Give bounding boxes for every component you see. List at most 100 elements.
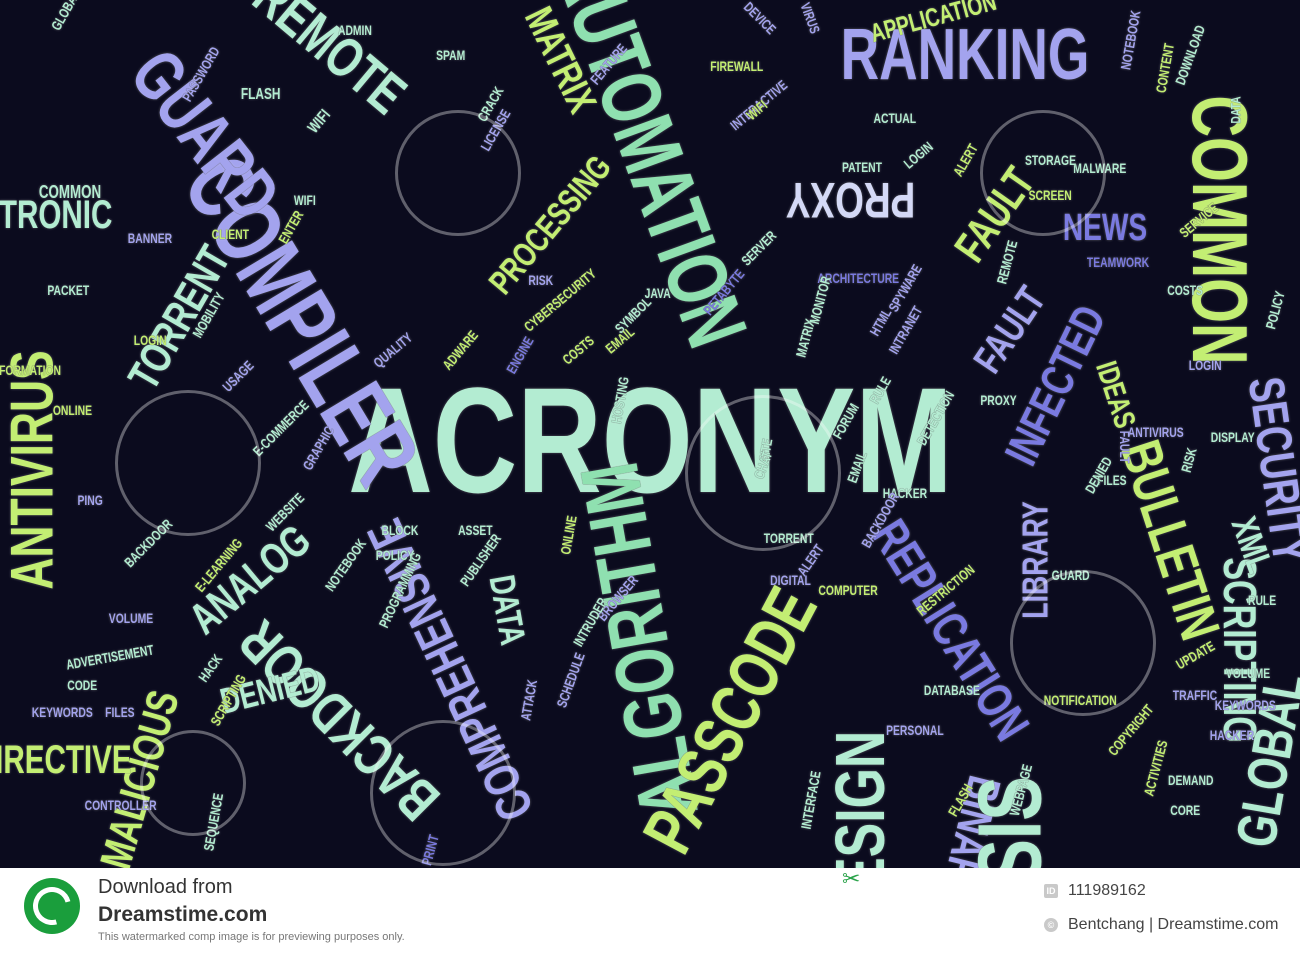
- watermark-ring: [370, 720, 516, 866]
- cloud-word: RANKING: [840, 15, 1090, 95]
- cloud-word: DEMAND: [1167, 772, 1213, 788]
- cloud-word: CONTENT: [1152, 41, 1178, 95]
- cloud-word: HTML: [865, 305, 895, 339]
- scissors-icon: ✂: [842, 866, 861, 891]
- cloud-word: PERSONAL: [886, 722, 944, 738]
- cloud-word: BANNER: [127, 230, 173, 246]
- cloud-word: CODE: [67, 677, 98, 693]
- cloud-word: ONLINE: [52, 402, 92, 418]
- cloud-word: POLICY: [375, 547, 415, 563]
- cloud-word: ADMIN: [337, 22, 372, 38]
- id-badge-icon: ID: [1044, 884, 1058, 898]
- cloud-word: FAULT: [1117, 430, 1134, 464]
- cloud-word: PROXY: [979, 392, 1017, 408]
- cloud-word: FLASH: [240, 86, 280, 103]
- cloud-word: DOWNLOAD: [1171, 23, 1209, 87]
- watermark-ring: [685, 395, 841, 551]
- cloud-word: MONITOR: [805, 274, 834, 326]
- cloud-word: COMPUTER: [818, 582, 878, 598]
- cloud-word: DISPLAY: [1210, 429, 1255, 445]
- cloud-word: SERVER: [737, 227, 779, 269]
- image-id: 111989162: [1068, 882, 1146, 899]
- cloud-word: WIFI: [304, 106, 335, 137]
- cloud-word: ASSET: [457, 522, 493, 538]
- cloud-word: FIREWALL: [710, 58, 764, 74]
- cloud-word: VIRUS: [796, 0, 823, 36]
- cloud-word: BLOCK: [381, 522, 419, 538]
- cloud-word: REMOTE: [241, 0, 419, 126]
- cloud-word: RISK: [527, 272, 553, 288]
- cloud-word: TORRENT: [119, 237, 240, 398]
- watermark-ring: [115, 390, 261, 536]
- cloud-word: LOGIN: [900, 138, 936, 172]
- cloud-word: DATA: [481, 571, 534, 648]
- cloud-word: HACKER: [1209, 727, 1255, 743]
- cloud-word: ANTIVIRUS: [1127, 424, 1184, 440]
- cloud-word: DATABASE: [923, 682, 980, 698]
- cloud-word: SPAM: [435, 47, 465, 63]
- cloud-word: DIRECTIVE: [0, 738, 132, 782]
- cloud-word: SCHEDULE: [552, 650, 588, 710]
- cloud-word: RISK: [1177, 445, 1200, 475]
- cloud-word: INFORMATION: [0, 362, 62, 378]
- cloud-word: ALERT: [949, 141, 981, 179]
- cloud-word: CONTROLLER: [84, 797, 157, 813]
- cloud-word: KEYWORDS: [1214, 697, 1276, 713]
- cloud-word: TRAFFIC: [1172, 687, 1218, 703]
- cloud-word: INTERFACE: [797, 769, 824, 831]
- watermark-ring: [980, 110, 1106, 236]
- cloud-word: PATENT: [842, 159, 882, 175]
- cloud-word: CORE: [1170, 802, 1201, 818]
- image-credit: Bentchang | Dreamstime.com: [1068, 916, 1279, 933]
- watermark-ring: [1010, 570, 1156, 716]
- cloud-word: RULE: [1247, 592, 1277, 608]
- cloud-word: TRONIC: [0, 193, 112, 237]
- cloud-word: ARCHITECTURE: [817, 270, 900, 286]
- cloud-word: NOTEBOOK: [1116, 9, 1144, 71]
- cloud-word: COMMON: [38, 182, 102, 202]
- footer-download-label: Download from: [98, 876, 233, 898]
- cloud-word: HACK: [195, 651, 226, 685]
- watermark-ring: [140, 730, 246, 836]
- cloud-word: FILES: [1097, 472, 1127, 488]
- watermark-footer: [0, 868, 1300, 957]
- cloud-word: IDEAS: [1089, 357, 1142, 433]
- cloud-word: NOTEBOOK: [321, 535, 369, 595]
- cloud-word: VOLUME: [1225, 665, 1271, 681]
- cloud-word: DATA: [1226, 96, 1243, 124]
- cloud-word: COSTS: [1167, 282, 1203, 298]
- cloud-word: ANTIVIRUS: [0, 350, 66, 590]
- cloud-word: LOGIN: [133, 332, 167, 348]
- cloud-word: ATTACK: [516, 678, 540, 722]
- cloud-word: VOLUME: [108, 610, 154, 626]
- cloud-word: GLOBAL: [47, 0, 83, 33]
- cloud-word: LOGIN: [1188, 357, 1222, 373]
- cloud-word: PROXY: [785, 172, 915, 228]
- cloud-word: CLIENT: [211, 226, 249, 242]
- cloud-word: EMAIL: [602, 323, 638, 357]
- cloud-word: COPYRIGHT: [1104, 701, 1157, 759]
- cloud-word: DESIGN: [821, 730, 900, 868]
- footer-brand[interactable]: Dreamstime.com: [98, 903, 268, 926]
- cloud-word: DIGITAL: [769, 572, 811, 588]
- cloud-word: USAGE: [219, 357, 257, 395]
- cloud-word: ADVERTISEMENT: [64, 641, 155, 673]
- copyright-icon: ©: [1044, 918, 1058, 932]
- cloud-word: PING: [77, 492, 103, 508]
- dreamstime-logo: [24, 878, 80, 934]
- cloud-word: ACRONYM: [347, 356, 953, 524]
- cloud-word: FILES: [105, 704, 135, 720]
- cloud-word: JAVA: [644, 285, 671, 301]
- cloud-word: ACTIVITIES: [1139, 738, 1171, 798]
- cloud-word: DEVICE: [740, 0, 780, 38]
- cloud-word: ACTUAL: [873, 110, 917, 126]
- cloud-word: HACKER: [882, 485, 928, 501]
- cloud-word: KEYWORDS: [31, 704, 93, 720]
- word-cloud-artwork: ACRONYM COMPILER AUTOMATION RANKING COMMON AL…: [0, 0, 1300, 868]
- cloud-word: PACKET: [46, 282, 89, 298]
- watermark-ring: [395, 110, 521, 236]
- footer-disclaimer: This watermarked comp image is for previ…: [98, 931, 405, 943]
- cloud-word: SIS: [960, 776, 1061, 868]
- cloud-word: TEAMWORK: [1086, 254, 1150, 270]
- cloud-word: POLICY: [1262, 289, 1288, 331]
